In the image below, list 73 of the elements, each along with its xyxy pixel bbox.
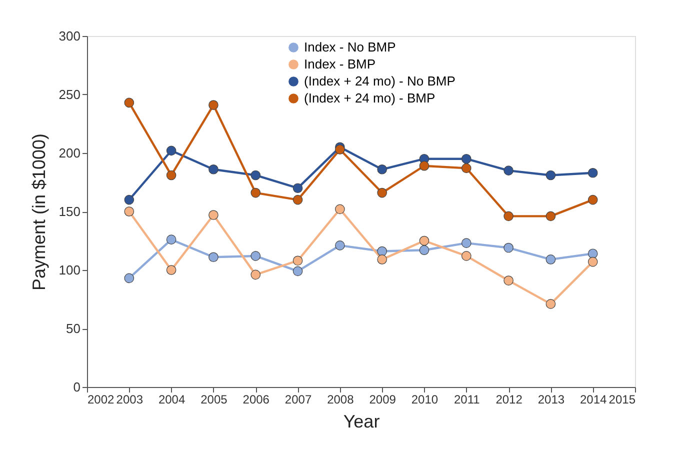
y-tick-label: 100 bbox=[58, 262, 80, 278]
y-tick-label: 250 bbox=[58, 87, 80, 102]
y-tick-label: 50 bbox=[66, 321, 80, 336]
point bbox=[335, 240, 345, 250]
point bbox=[208, 164, 218, 174]
point bbox=[166, 170, 176, 180]
point bbox=[419, 245, 430, 256]
point bbox=[292, 194, 303, 205]
point bbox=[546, 254, 556, 264]
point bbox=[588, 168, 598, 178]
point bbox=[546, 170, 556, 180]
point bbox=[419, 236, 430, 246]
point bbox=[208, 252, 218, 262]
point bbox=[461, 163, 472, 174]
point bbox=[250, 251, 261, 261]
point bbox=[250, 188, 261, 198]
y-tick-label: 300 bbox=[58, 28, 80, 44]
point bbox=[377, 246, 387, 256]
point bbox=[208, 210, 218, 220]
point bbox=[335, 204, 345, 214]
x-tick-label: 2014 bbox=[580, 392, 608, 406]
x-tick-label: 2006 bbox=[242, 392, 270, 406]
x-tick-label: 2010 bbox=[411, 392, 438, 406]
y-tick-label: 0 bbox=[73, 380, 80, 394]
point bbox=[124, 273, 134, 284]
point bbox=[504, 211, 514, 222]
point bbox=[166, 146, 176, 156]
x-tick-label: 2004 bbox=[158, 392, 186, 406]
point bbox=[377, 188, 387, 198]
point bbox=[504, 242, 514, 253]
point bbox=[461, 154, 472, 164]
legend-label: Index - No BMP bbox=[304, 40, 396, 54]
point bbox=[504, 276, 514, 286]
legend-label: Index - BMP bbox=[304, 56, 376, 72]
point bbox=[208, 100, 218, 110]
point bbox=[377, 164, 387, 174]
point bbox=[292, 183, 303, 193]
x-tick-label: 2005 bbox=[200, 392, 228, 406]
x-tick-label: 2007 bbox=[284, 392, 312, 406]
point bbox=[504, 166, 514, 176]
point bbox=[461, 238, 472, 248]
point bbox=[377, 254, 387, 264]
point bbox=[292, 256, 303, 266]
x-tick-label: 2003 bbox=[116, 392, 144, 406]
y-axis-title: Payment (in $1000) bbox=[28, 133, 49, 291]
y-tick-label: 200 bbox=[58, 146, 80, 160]
x-tick-label: 2012 bbox=[496, 392, 523, 406]
point bbox=[588, 194, 598, 205]
point bbox=[124, 206, 134, 216]
legend-label: (Index + 24 mo) - No BMP bbox=[304, 74, 456, 88]
point bbox=[461, 251, 472, 261]
point bbox=[588, 256, 598, 267]
x-tick-label: 2002 bbox=[88, 392, 115, 406]
point bbox=[546, 299, 556, 309]
point bbox=[124, 98, 134, 108]
x-tick-label: 2013 bbox=[538, 392, 565, 406]
y-tick-label: 150 bbox=[58, 204, 80, 219]
point bbox=[124, 194, 134, 205]
point bbox=[419, 160, 430, 171]
legend-label: (Index + 24 mo) - BMP bbox=[304, 90, 436, 106]
x-tick-label: 2015 bbox=[608, 392, 636, 406]
point bbox=[250, 170, 261, 180]
point bbox=[546, 211, 556, 222]
x-tick-label: 2008 bbox=[327, 392, 354, 406]
point bbox=[166, 234, 176, 244]
point bbox=[588, 248, 598, 259]
point bbox=[335, 144, 345, 154]
x-axis-title: Year bbox=[343, 412, 380, 432]
x-tick-label: 2009 bbox=[369, 392, 396, 406]
x-tick-label: 2011 bbox=[454, 392, 480, 406]
point bbox=[250, 270, 261, 280]
point bbox=[166, 265, 176, 275]
point bbox=[292, 266, 303, 276]
